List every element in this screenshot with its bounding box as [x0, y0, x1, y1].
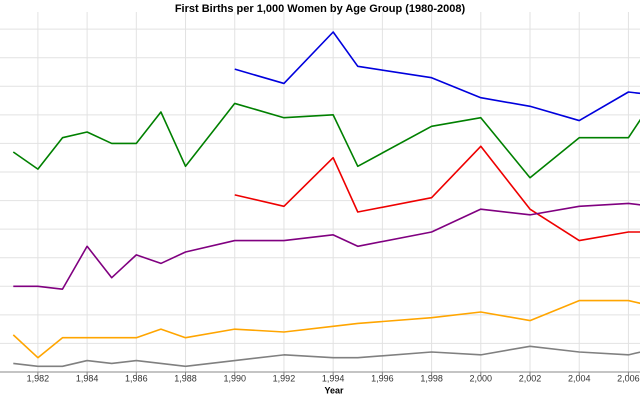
x-tick-label: 2,002	[519, 373, 542, 383]
lines	[12, 31, 640, 368]
series-line	[234, 145, 640, 242]
series-line	[234, 31, 640, 122]
grid: 1,9801,9821,9841,9861,9881,9901,9921,994…	[0, 12, 640, 383]
series-line	[13, 345, 640, 368]
x-tick-label: 1,990	[223, 373, 246, 383]
x-tick-label: 1,996	[371, 373, 394, 383]
x-tick-label: 2,004	[568, 373, 591, 383]
x-axis-title: Year	[324, 385, 344, 395]
series-line	[12, 102, 640, 179]
x-tick-label: 1,982	[27, 373, 50, 383]
x-tick-label: 1,984	[76, 373, 99, 383]
series-line	[12, 299, 640, 359]
chart-title: First Births per 1,000 Women by Age Grou…	[175, 3, 466, 15]
x-tick-label: 1,992	[273, 373, 296, 383]
x-tick-label: 1,986	[125, 373, 148, 383]
x-tick-label: 2,006	[617, 373, 640, 383]
x-tick-label: 1,998	[420, 373, 443, 383]
x-tick-label: 1,988	[174, 373, 197, 383]
x-tick-label: 1,994	[322, 373, 345, 383]
series-line	[13, 202, 640, 290]
x-tick-label: 2,000	[470, 373, 493, 383]
